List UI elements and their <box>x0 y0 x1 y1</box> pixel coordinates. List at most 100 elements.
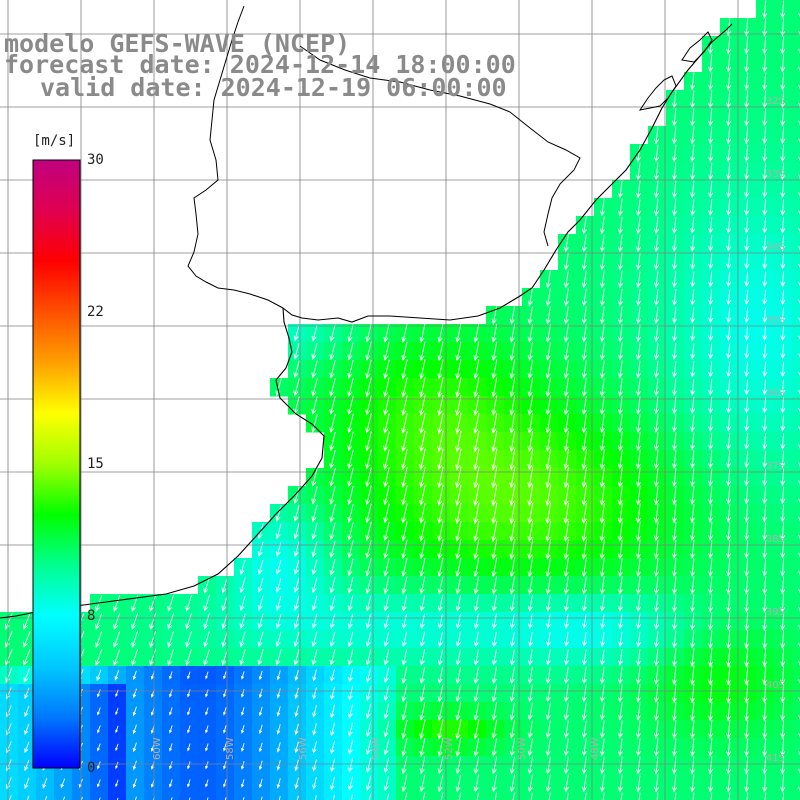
wind-arrow <box>653 324 660 343</box>
wind-arrow <box>780 271 786 288</box>
wind-cell <box>792 90 800 109</box>
wind-arrow <box>581 774 587 793</box>
wind-arrow <box>131 648 139 666</box>
wind-arrow <box>509 702 515 721</box>
wind-arrow <box>599 666 605 685</box>
wind-arrow <box>509 430 516 453</box>
wind-arrow <box>726 253 732 270</box>
wind-arrow <box>635 702 641 721</box>
wind-arrow <box>689 144 696 163</box>
wind-arrow <box>203 648 210 666</box>
wind-arrow <box>437 412 444 435</box>
wind-arrow <box>527 359 534 380</box>
wind-cell <box>108 792 127 800</box>
wind-arrow <box>132 760 137 771</box>
wind-arrow <box>689 414 696 433</box>
wind-cell <box>792 792 800 800</box>
wind-cell <box>432 792 451 800</box>
wind-arrow <box>726 307 732 324</box>
wind-arrow <box>365 503 372 524</box>
wind-arrow <box>743 665 750 686</box>
wind-arrow <box>419 324 426 343</box>
wind-arrow <box>746 792 749 800</box>
wind-cell <box>792 288 800 307</box>
wind-arrow <box>509 306 516 325</box>
wind-arrow <box>602 792 605 800</box>
wind-arrow <box>365 576 372 595</box>
wind-arrow <box>132 670 137 681</box>
wind-arrow <box>635 756 641 775</box>
wind-arrow <box>563 720 569 739</box>
wind-arrow <box>330 722 336 737</box>
wind-arrow <box>509 377 516 398</box>
wind-arrow <box>780 36 786 55</box>
wind-arrow <box>258 670 263 681</box>
wind-arrow <box>527 557 534 578</box>
wind-arrow <box>617 521 623 542</box>
wind-arrow <box>383 649 390 666</box>
wind-arrow <box>347 540 354 559</box>
wind-arrow <box>582 631 588 648</box>
wind-arrow <box>689 486 696 505</box>
wind-arrow <box>419 613 426 630</box>
wind-arrow <box>383 467 390 488</box>
wind-arrow <box>437 737 444 757</box>
wind-arrow <box>509 341 516 362</box>
wind-cell <box>792 468 800 487</box>
wind-arrow <box>455 631 461 648</box>
wind-arrow <box>42 778 48 789</box>
wind-cell <box>792 234 800 253</box>
wind-arrow <box>545 557 552 578</box>
wind-arrow <box>617 234 623 253</box>
wind-arrow <box>671 271 678 288</box>
wind-arrow <box>545 684 551 703</box>
wind-cell <box>792 378 800 397</box>
wind-arrow <box>455 649 462 666</box>
wind-arrow <box>419 631 426 648</box>
wind-arrow <box>744 72 750 91</box>
wind-arrow <box>780 648 786 667</box>
wind-arrow <box>545 756 551 775</box>
wind-arrow <box>581 378 587 397</box>
wind-cell <box>504 792 523 800</box>
wind-arrow <box>347 740 354 755</box>
wind-arrow <box>383 324 390 343</box>
wind-arrow <box>545 702 551 721</box>
wind-arrow <box>329 377 336 397</box>
wind-cell <box>216 792 235 800</box>
wind-arrow <box>545 631 552 648</box>
wind-arrow <box>455 702 462 721</box>
wind-arrow <box>689 540 696 559</box>
wind-arrow <box>527 342 533 361</box>
wind-arrow <box>545 502 552 525</box>
wind-arrow <box>726 199 732 216</box>
wind-arrow <box>24 723 30 736</box>
wind-arrow <box>780 0 786 19</box>
wind-arrow <box>581 595 587 612</box>
wind-arrow <box>635 270 642 289</box>
wind-arrow <box>635 431 641 452</box>
wind-arrow <box>276 778 281 789</box>
wind-arrow <box>330 776 336 791</box>
wind-arrow <box>725 504 732 523</box>
wind-arrow <box>275 613 282 630</box>
wind-cell <box>792 522 800 541</box>
wind-arrow <box>653 180 660 199</box>
wind-arrow <box>455 595 462 612</box>
wind-arrow <box>798 606 800 612</box>
wind-arrow <box>545 270 551 289</box>
wind-arrow <box>169 725 173 734</box>
wind-arrow <box>491 613 497 630</box>
wind-arrow <box>365 521 372 542</box>
wind-cell <box>792 72 800 91</box>
wind-arrow <box>294 759 299 772</box>
wind-arrow <box>780 289 786 306</box>
wind-arrow <box>401 576 408 595</box>
wind-arrow <box>240 689 245 698</box>
wind-arrow <box>563 557 569 578</box>
wind-arrow <box>294 741 299 754</box>
wind-arrow <box>347 449 354 470</box>
wind-cell <box>234 792 253 800</box>
wind-arrow <box>419 412 426 434</box>
